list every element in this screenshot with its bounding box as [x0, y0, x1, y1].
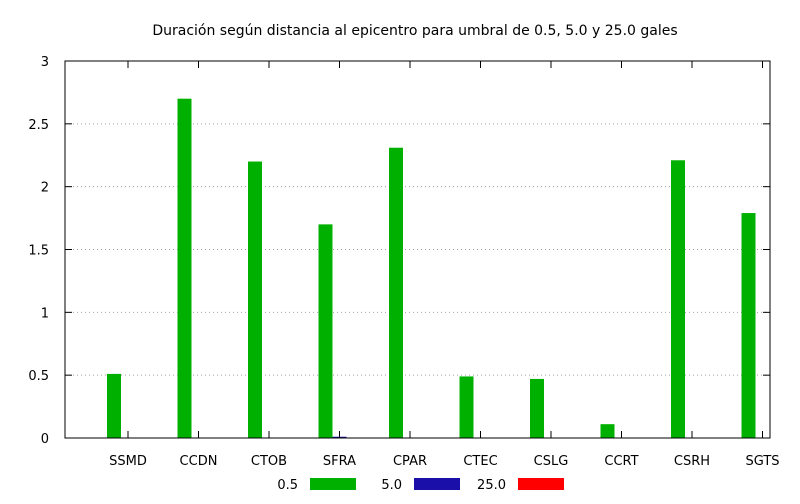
y-axis: 0 0.5 1 1.5 2 2.5 3 — [28, 55, 770, 447]
legend-label: 25.0 — [477, 478, 506, 493]
legend-label: 5.0 — [381, 478, 402, 493]
x-tick-label: CCDN — [180, 454, 218, 469]
legend-swatch — [518, 478, 564, 490]
bar-0.5-CCDN — [177, 98, 192, 438]
bar-0.5-CTEC — [459, 376, 474, 438]
chart-title: Duración según distancia al epicentro pa… — [152, 23, 677, 39]
y-tick-label: 0.5 — [28, 369, 49, 384]
bar-0.5-CCRT — [600, 424, 615, 438]
x-tick-label: SGTS — [745, 454, 779, 469]
bar-0.5-SSMD — [107, 373, 121, 438]
bar-0.5-CTOB — [248, 161, 262, 439]
legend-swatch — [414, 478, 460, 490]
bar-0.5-SGTS — [741, 213, 756, 438]
x-tick-label: CCRT — [604, 454, 638, 469]
x-tick-label: CPAR — [393, 454, 427, 469]
bar-0.5-SFRA — [318, 224, 333, 438]
y-tick-label: 3 — [41, 55, 49, 70]
y-tick-label: 2.5 — [28, 118, 49, 133]
x-tick-label: SSMD — [109, 454, 147, 469]
x-axis: SSMD CCDN CTOB SFRA CPAR CTEC CSLG CCRT CSRH SGTS — [109, 61, 780, 469]
x-tick-label: CTEC — [463, 454, 497, 469]
legend: 0.5 5.0 25.0 — [277, 478, 564, 493]
bars — [107, 98, 756, 439]
y-tick-label: 0 — [41, 432, 49, 447]
x-tick-label: CTOB — [251, 454, 287, 469]
x-tick-label: SFRA — [323, 454, 356, 469]
legend-label: 0.5 — [277, 478, 298, 493]
legend-swatch — [310, 478, 356, 490]
x-tick-label: CSRH — [674, 454, 710, 469]
y-tick-label: 2 — [41, 181, 49, 196]
bar-0.5-CSLG — [530, 378, 544, 438]
bar-0.5-CSRH — [671, 160, 685, 438]
y-tick-label: 1 — [41, 306, 49, 321]
bar-0.5-CPAR — [389, 147, 403, 438]
y-tick-label: 1.5 — [28, 244, 49, 259]
x-tick-label: CSLG — [534, 454, 569, 469]
grid-lines — [65, 123, 770, 376]
